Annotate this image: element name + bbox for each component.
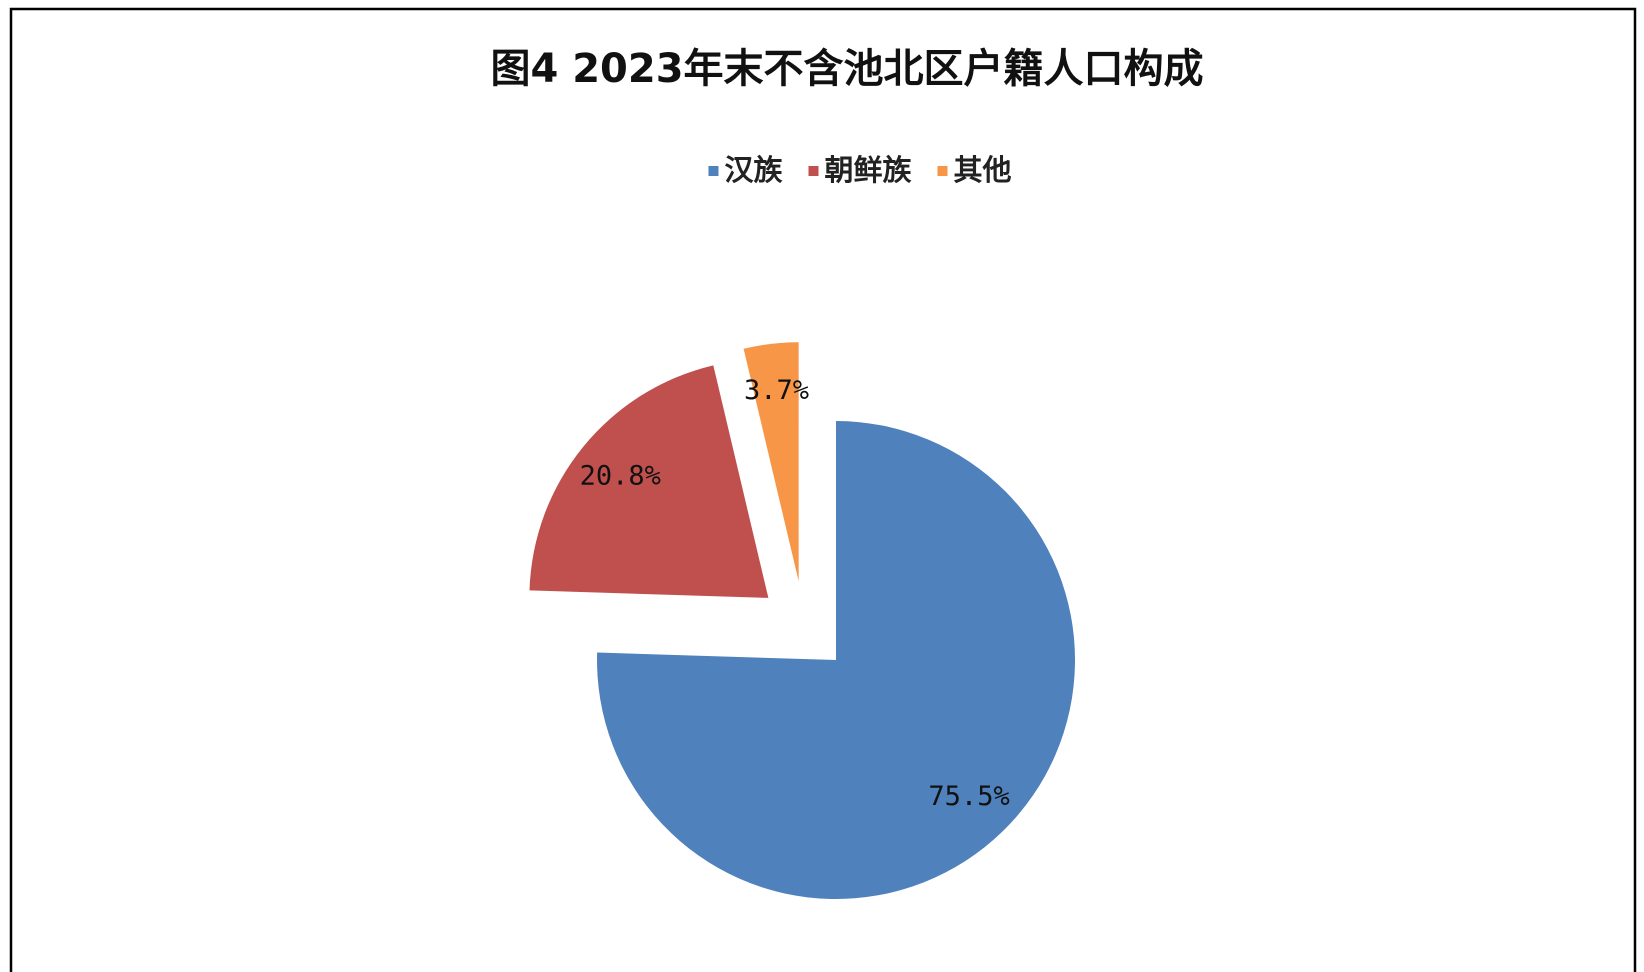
data-label: 75.5% <box>928 781 1009 812</box>
pie-slice <box>743 342 799 582</box>
legend-marker <box>808 166 819 176</box>
legend-label: 朝鲜族 <box>824 153 912 187</box>
legend-label: 其他 <box>954 153 1012 187</box>
pie-slice <box>529 365 769 598</box>
chart-title: 图4 2023年末不含池北区户籍人口构成 <box>490 46 1203 92</box>
pie-slice <box>597 421 1076 900</box>
data-label: 20.8% <box>580 460 661 491</box>
legend-marker <box>937 166 948 176</box>
legend-marker <box>708 166 719 176</box>
legend-label: 汉族 <box>724 153 783 187</box>
data-label: 3.7% <box>744 375 809 406</box>
